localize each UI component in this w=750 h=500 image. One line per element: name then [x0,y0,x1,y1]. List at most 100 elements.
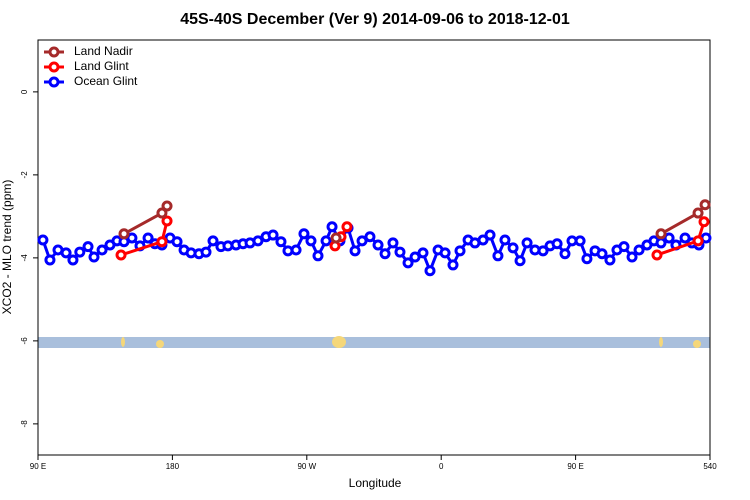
point [447,259,459,271]
point [207,235,219,247]
point [698,216,710,228]
point [663,232,675,244]
point [290,244,302,256]
point [379,248,391,260]
plot-frame [37,39,711,456]
point [514,255,526,267]
point [67,254,79,266]
point [492,250,504,262]
point [60,247,72,259]
point [326,221,338,233]
point [477,234,489,246]
x-tick-label: 180 [166,462,180,471]
point [37,234,49,246]
point [387,237,399,249]
surface-band [38,336,710,348]
point [88,251,100,263]
point [372,239,384,251]
point [439,247,451,259]
point [320,235,332,247]
point [74,246,86,258]
legend-marker [48,61,60,73]
land-blob [156,340,164,348]
point [537,245,549,257]
point [655,228,667,240]
land-blob [693,340,701,348]
legend-label: Ocean Glint [74,74,138,88]
x-tick-label: 540 [703,462,717,471]
point [581,253,593,265]
x-tick-label: 90 W [297,462,316,471]
x-tick-label: 90 E [567,462,583,471]
point [96,244,108,256]
point [424,265,436,277]
point [82,241,94,253]
point [454,245,466,257]
land-blob [121,337,125,347]
point [626,251,638,263]
point [699,199,711,211]
point [651,249,663,261]
point [356,235,368,247]
series [118,199,711,244]
y-tick-label: 0 [20,89,29,94]
point [596,248,608,260]
point [126,232,138,244]
point [267,229,279,241]
point [115,249,127,261]
y-tick-label: -8 [20,420,29,428]
point [142,232,154,244]
point [312,250,324,262]
y-tick-label: -2 [20,171,29,179]
point [692,235,704,247]
legend-marker [48,46,60,58]
y-tick-label: -6 [20,337,29,345]
point [161,215,173,227]
point [298,228,310,240]
point [574,235,586,247]
point [679,232,691,244]
point [692,207,704,219]
point [275,236,287,248]
x-axis-label: Longitude [349,476,402,490]
x-tick-label: 90 E [30,462,46,471]
point [618,241,630,253]
series-line [123,203,707,236]
point [394,246,406,258]
land-blob [659,337,663,347]
point [402,257,414,269]
point [409,251,421,263]
legend-label: Land Nadir [74,44,133,58]
y-axis-label: XCO2 - MLO trend (ppm) [0,180,14,315]
point [551,238,563,250]
point [633,244,645,256]
point [171,236,183,248]
ocean-band [38,337,710,348]
point [341,221,353,233]
point [44,254,56,266]
point [156,236,168,248]
land-blob [332,336,346,348]
point [161,200,173,212]
point [559,248,571,260]
point [118,228,130,240]
chart-title: 45S-40S December (Ver 9) 2014-09-06 to 2… [180,11,570,28]
point [364,231,376,243]
point [200,246,212,258]
x-tick-label: 0 [439,462,444,471]
point [349,245,361,257]
point [507,242,519,254]
point [417,247,429,259]
point [484,229,496,241]
point [305,235,317,247]
point [604,254,616,266]
point [252,235,264,247]
point [330,232,342,244]
legend-label: Land Glint [74,59,129,73]
point [499,234,511,246]
point [156,207,168,219]
legend-marker [48,76,60,88]
point [521,237,533,249]
point [655,237,667,249]
